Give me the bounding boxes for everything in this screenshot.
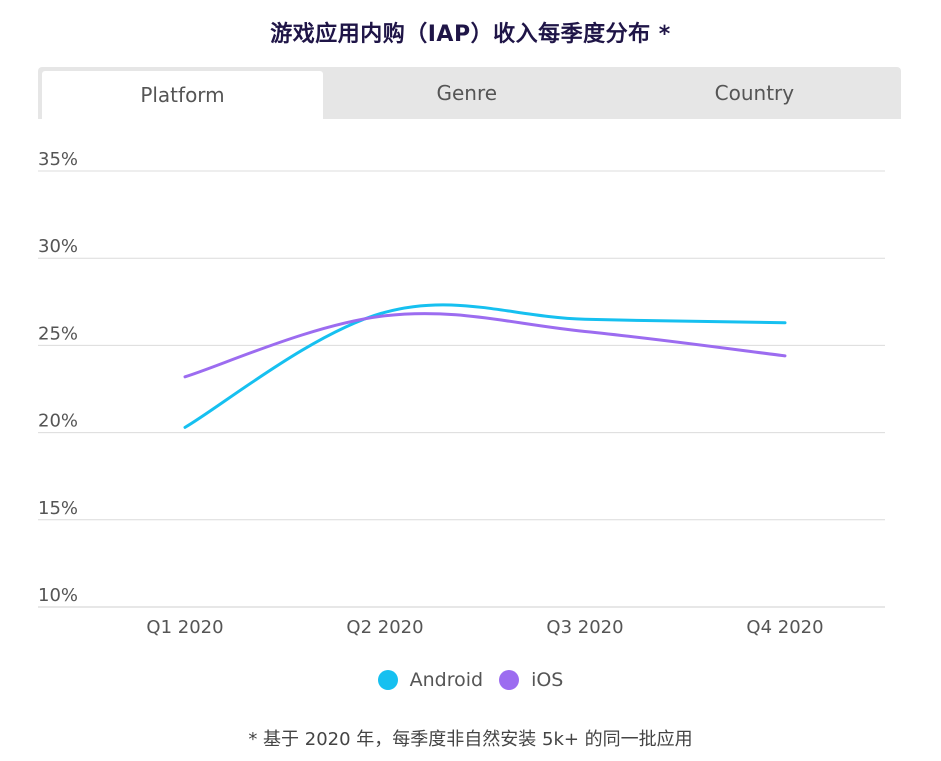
- legend-swatch-ios: [499, 670, 520, 690]
- x-tick-label: Q1 2020: [146, 617, 223, 638]
- x-tick-label: Q4 2020: [746, 617, 823, 638]
- legend-item-android[interactable]: Android: [377, 669, 484, 691]
- legend-label-android: Android: [409, 669, 484, 691]
- y-tick-label: 25%: [38, 323, 78, 344]
- tab-platform[interactable]: Platform: [42, 71, 323, 119]
- tab-country[interactable]: Country: [714, 81, 795, 105]
- series-line-android: [183, 303, 787, 429]
- legend-swatch-android: [377, 670, 398, 690]
- chart-title: 游戏应用内购（IAP）收入每季度分布 *: [270, 22, 671, 47]
- y-tick-label: 20%: [38, 411, 78, 432]
- legend-label-ios: iOS: [531, 669, 564, 691]
- series-line-ios: [183, 312, 787, 379]
- tab-genre[interactable]: Genre: [436, 81, 498, 105]
- chart-legend: Android iOS: [0, 669, 941, 691]
- y-tick-label: 10%: [38, 585, 78, 606]
- line-chart: 35% 30% 25% 20% 15% 10% Q1 2020 Q2 2020 Q3 2020 Q…: [38, 149, 885, 638]
- tab-bar: Platform Genre Country: [38, 67, 901, 119]
- x-tick-label: Q2 2020: [346, 617, 423, 638]
- y-tick-label: 35%: [38, 149, 78, 170]
- y-tick-label: 30%: [38, 236, 78, 257]
- legend-item-ios[interactable]: iOS: [499, 669, 563, 691]
- x-tick-label: Q3 2020: [546, 617, 623, 638]
- y-tick-label: 15%: [38, 498, 78, 519]
- footnote: * 基于 2020 年，每季度非自然安装 5k+ 的同一批应用: [248, 729, 693, 750]
